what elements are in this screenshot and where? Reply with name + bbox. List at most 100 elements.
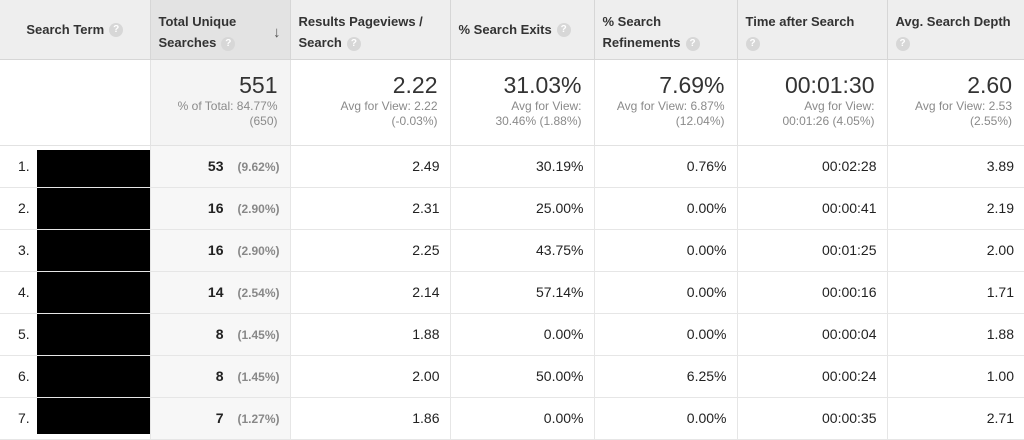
cell-total-unique-searches: 16 (2.90%) xyxy=(150,187,291,230)
cell-total-unique-searches: 8 (1.45%) xyxy=(150,313,291,356)
total-comparison: (650) xyxy=(249,113,278,128)
row-index: 1. xyxy=(18,158,30,174)
unique-searches-value: 7 xyxy=(215,410,224,426)
total-comparison: Avg for View: 2.22 xyxy=(340,98,438,113)
unique-searches-percent: (9.62%) xyxy=(237,160,280,174)
row-index: 4. xyxy=(18,284,30,300)
search-term-cell[interactable]: 5. xyxy=(0,313,151,356)
redacted-search-term xyxy=(37,271,150,313)
cell-avg-search-depth: 2.71 xyxy=(887,397,1024,440)
col-header-avg-search-depth[interactable]: Avg. Search Depth ? xyxy=(887,0,1024,60)
table-row: 7. 7 (1.27%) 1.86 0.00% 0.00% 00:00:35 2.71 xyxy=(0,397,1024,440)
col-header-total-unique-searches[interactable]: Total Unique Searches? ↓ xyxy=(150,0,291,60)
totals-row: 551 % of Total: 84.77% (650) 2.22 Avg fo… xyxy=(0,59,1024,146)
total-comparison: % of Total: 84.77% xyxy=(177,98,278,113)
row-index: 7. xyxy=(18,410,30,426)
total-comparison: (12.04%) xyxy=(675,113,725,128)
cell-total-unique-searches: 16 (2.90%) xyxy=(150,229,291,272)
cell-time-after-search: 00:01:25 xyxy=(737,229,888,272)
search-term-cell[interactable]: 2. xyxy=(0,187,151,230)
unique-searches-value: 8 xyxy=(215,368,224,384)
sort-descending-icon[interactable]: ↓ xyxy=(273,24,281,41)
cell-avg-search-depth: 1.00 xyxy=(887,355,1024,398)
cell-results-pageviews: 2.25 xyxy=(290,229,451,272)
total-comparison: Avg for View: xyxy=(511,98,582,113)
total-comparison: 00:01:26 (4.05%) xyxy=(782,113,875,128)
cell-avg-search-depth: 1.88 xyxy=(887,313,1024,356)
unique-searches-percent: (1.27%) xyxy=(237,412,280,426)
col-header-label: % Search Exits xyxy=(458,21,552,37)
unique-searches-value: 16 xyxy=(207,242,224,258)
total-comparison: Avg for View: xyxy=(804,98,875,113)
cell-avg-search-depth: 2.19 xyxy=(887,187,1024,230)
help-icon[interactable]: ? xyxy=(556,23,571,38)
cell-time-after-search: 00:02:28 xyxy=(737,145,888,188)
search-term-cell[interactable]: 3. xyxy=(0,229,151,272)
total-comparison: Avg for View: 2.53 xyxy=(915,98,1012,113)
cell-results-pageviews: 2.31 xyxy=(290,187,451,230)
cell-avg-search-depth: 1.71 xyxy=(887,271,1024,314)
col-header-label: Search xyxy=(298,35,342,50)
col-header-search-term[interactable]: Search Term? xyxy=(0,0,151,60)
table-row: 4. 14 (2.54%) 2.14 57.14% 0.00% 00:00:16 1.71 xyxy=(0,271,1024,314)
col-header-label: Results Pageviews / xyxy=(298,14,423,29)
table-row: 3. 16 (2.90%) 2.25 43.75% 0.00% 00:01:25 2.00 xyxy=(0,229,1024,272)
col-header-search-refinements[interactable]: % Search Refinements? xyxy=(594,0,738,60)
row-index: 6. xyxy=(18,368,30,384)
help-icon[interactable]: ? xyxy=(109,23,124,38)
row-index: 3. xyxy=(18,242,30,258)
totals-cell-total-unique-searches: 551 % of Total: 84.77% (650) xyxy=(150,59,291,146)
col-header-label: Refinements xyxy=(602,35,681,50)
unique-searches-value: 8 xyxy=(215,326,224,342)
col-header-time-after-search[interactable]: Time after Search ? xyxy=(737,0,888,60)
col-header-label: % Search xyxy=(602,14,662,29)
table-row: 2. 16 (2.90%) 2.31 25.00% 0.00% 00:00:41 2.19 xyxy=(0,187,1024,230)
help-icon[interactable]: ? xyxy=(685,36,700,51)
help-icon[interactable]: ? xyxy=(346,36,361,51)
cell-avg-search-depth: 3.89 xyxy=(887,145,1024,188)
col-header-search-exits[interactable]: % Search Exits? xyxy=(450,0,595,60)
row-index: 2. xyxy=(18,200,30,216)
cell-total-unique-searches: 53 (9.62%) xyxy=(150,145,291,188)
totals-cell-search-exits: 31.03% Avg for View: 30.46% (1.88%) xyxy=(450,59,595,146)
search-term-cell[interactable]: 1. xyxy=(0,145,151,188)
col-header-results-pageviews-per-search[interactable]: Results Pageviews / Search? xyxy=(290,0,451,60)
col-header-label: Search Term xyxy=(26,21,105,37)
help-icon[interactable]: ? xyxy=(745,36,760,51)
cell-search-refinements: 0.00% xyxy=(594,271,738,314)
cell-search-exits: 50.00% xyxy=(450,355,595,398)
redacted-search-term xyxy=(37,313,150,355)
table-row: 6. 8 (1.45%) 2.00 50.00% 6.25% 00:00:24 1.00 xyxy=(0,355,1024,398)
unique-searches-value: 53 xyxy=(207,158,224,174)
cell-search-refinements: 0.00% xyxy=(594,229,738,272)
search-term-cell[interactable]: 4. xyxy=(0,271,151,314)
row-index: 5. xyxy=(18,326,30,342)
cell-search-exits: 43.75% xyxy=(450,229,595,272)
unique-searches-percent: (2.90%) xyxy=(237,202,280,216)
cell-time-after-search: 00:00:16 xyxy=(737,271,888,314)
total-value: 551 xyxy=(239,71,278,98)
unique-searches-percent: (2.90%) xyxy=(237,244,280,258)
totals-cell-search-refinements: 7.69% Avg for View: 6.87% (12.04%) xyxy=(594,59,738,146)
cell-search-exits: 57.14% xyxy=(450,271,595,314)
cell-search-refinements: 0.00% xyxy=(594,397,738,440)
redacted-search-term xyxy=(37,149,150,187)
cell-avg-search-depth: 2.00 xyxy=(887,229,1024,272)
help-icon[interactable]: ? xyxy=(221,36,236,51)
unique-searches-value: 16 xyxy=(207,200,224,216)
total-comparison: (-0.03%) xyxy=(391,113,438,128)
search-term-cell[interactable]: 6. xyxy=(0,355,151,398)
search-term-cell[interactable]: 7. xyxy=(0,397,151,440)
table-row: 1. 53 (9.62%) 2.49 30.19% 0.76% 00:02:28 3.89 xyxy=(0,145,1024,188)
redacted-search-term xyxy=(37,229,150,271)
help-icon[interactable]: ? xyxy=(895,36,910,51)
cell-search-exits: 0.00% xyxy=(450,397,595,440)
unique-searches-percent: (2.54%) xyxy=(237,286,280,300)
redacted-search-term xyxy=(37,187,150,229)
total-comparison: Avg for View: 6.87% xyxy=(616,98,725,113)
col-header-label: Total Unique xyxy=(158,14,237,29)
cell-time-after-search: 00:00:24 xyxy=(737,355,888,398)
cell-results-pageviews: 2.49 xyxy=(290,145,451,188)
col-header-label: Time after Search xyxy=(745,14,855,29)
